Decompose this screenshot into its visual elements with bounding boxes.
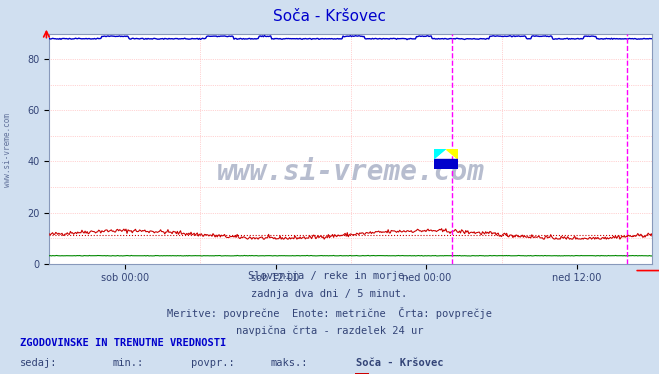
Text: ZGODOVINSKE IN TRENUTNE VREDNOSTI: ZGODOVINSKE IN TRENUTNE VREDNOSTI [20,338,226,349]
Text: Meritve: povprečne  Enote: metrične  Črta: povprečje: Meritve: povprečne Enote: metrične Črta:… [167,307,492,319]
Text: sedaj:: sedaj: [20,358,57,368]
Text: www.si-vreme.com: www.si-vreme.com [217,158,485,186]
Text: maks.:: maks.: [270,358,308,368]
Text: Soča - Kršovec: Soča - Kršovec [356,358,444,368]
Text: zadnja dva dni / 5 minut.: zadnja dva dni / 5 minut. [251,289,408,299]
Polygon shape [434,149,445,159]
Text: povpr.:: povpr.: [191,358,235,368]
Text: min.:: min.: [112,358,143,368]
Text: www.si-vreme.com: www.si-vreme.com [3,113,13,187]
Text: Slovenija / reke in morje.: Slovenija / reke in morje. [248,271,411,281]
Polygon shape [445,149,457,159]
Text: navpična črta - razdelek 24 ur: navpična črta - razdelek 24 ur [236,325,423,335]
Text: Soča - Kršovec: Soča - Kršovec [273,9,386,24]
Polygon shape [434,159,457,169]
Polygon shape [434,149,445,159]
